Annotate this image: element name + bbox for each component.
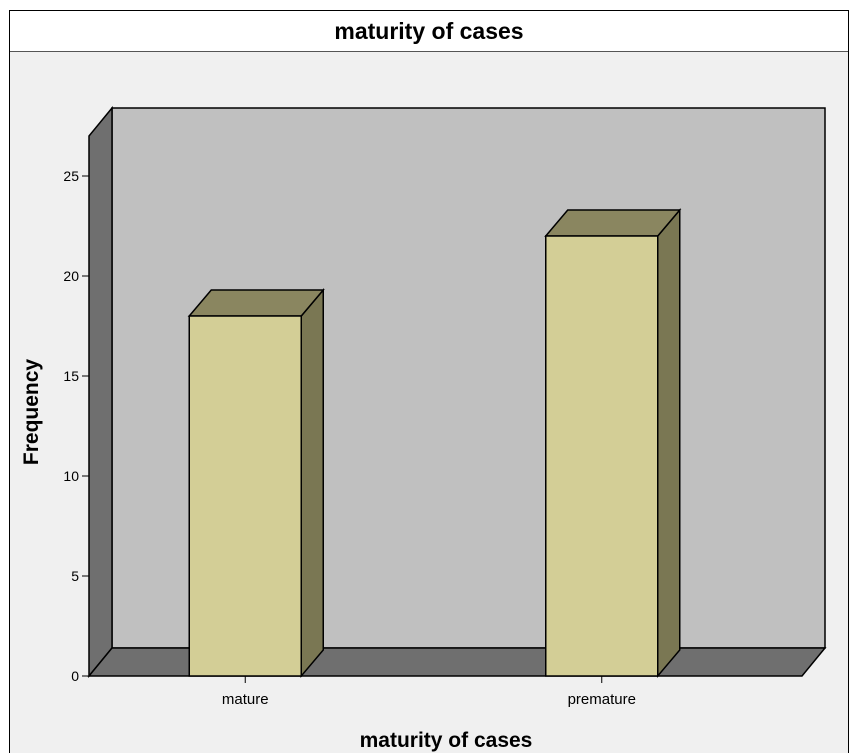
x-tick-label-premature: premature [568, 691, 636, 708]
chart-title: maturity of cases [10, 11, 848, 52]
y-tick-label: 25 [63, 168, 79, 184]
x-tick-label-mature: mature [222, 691, 269, 708]
bar-mature [187, 287, 325, 679]
y-tick-label: 0 [71, 668, 79, 684]
y-tick-label: 10 [63, 468, 79, 484]
y-tick-label: 20 [63, 268, 79, 284]
left-wall [88, 105, 113, 679]
y-axis-label: Frequency [20, 359, 43, 466]
bar-front [545, 235, 659, 677]
bar-side [657, 207, 681, 679]
bar-top [544, 209, 682, 237]
bar-top [187, 289, 325, 317]
bar-premature [544, 207, 682, 679]
y-tick-label: 5 [71, 568, 79, 584]
y-tick-label: 15 [63, 368, 79, 384]
bar-side [300, 287, 324, 679]
bar-front [188, 315, 302, 677]
x-axis-label: maturity of cases [360, 729, 533, 752]
